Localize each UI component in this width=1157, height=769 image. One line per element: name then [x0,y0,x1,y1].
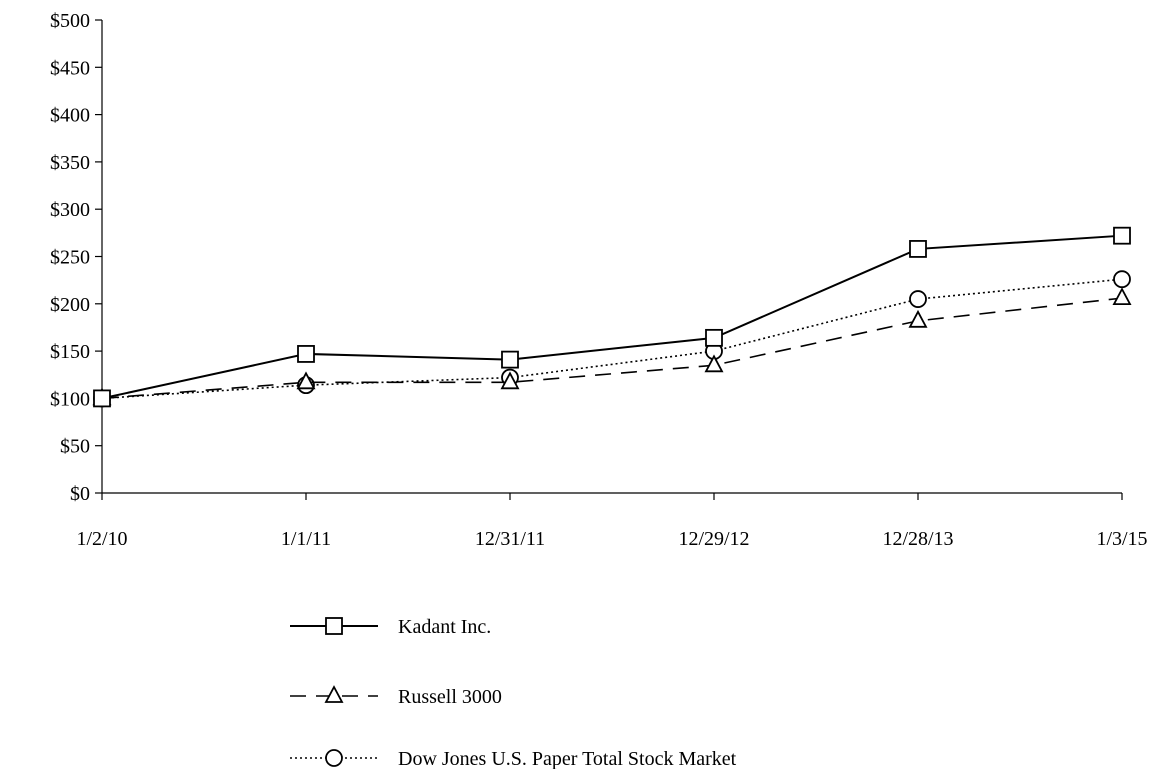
series-square [93,226,1131,408]
y-tick-label: $150 [50,341,90,363]
y-tick-label: $200 [50,294,90,316]
y-tick-label: $100 [50,388,90,410]
data-point-square [705,328,723,347]
series-layer [92,226,1132,408]
x-tick-label: 12/28/13 [882,528,953,550]
y-tick-label: $350 [50,152,90,174]
data-point-triangle [500,371,520,390]
legend-label: Kadant Inc. [398,616,491,638]
x-tick-label: 1/1/11 [281,528,331,550]
legend-label: Dow Jones U.S. Paper Total Stock Market [398,748,737,769]
legend-label: Russell 3000 [398,686,502,708]
data-point-triangle [1112,287,1132,306]
x-tick-label: 12/31/11 [475,528,545,550]
data-point-triangle [296,371,316,390]
legend-entry: Russell 3000 [290,685,502,708]
data-point-square [909,240,927,258]
y-tick-label: $0 [70,483,90,505]
legend-marker-square [325,617,343,635]
data-point-triangle [704,354,724,373]
series-line [101,297,1123,400]
axes [101,20,1122,494]
y-tick-label: $400 [50,105,90,127]
y-tick-label: $50 [60,436,90,458]
series-line [101,234,1123,400]
x-ticks: 1/2/10 1/1/11 12/31/11 12/29/12 12/28/13 1/3/… [76,493,1148,550]
x-tick-label: 1/3/15 [1096,528,1147,550]
legend: Kadant Inc. Russell 3000 Dow Jones U.S. Pa… [290,616,737,769]
data-point-square [1113,226,1131,245]
data-point-square [501,350,519,369]
y-tick-label: $250 [50,247,90,269]
data-point-triangle [908,309,928,328]
y-ticks: $0 $50 $100 $150 $200 $250 $300 $350 $400 $450 $50… [50,10,102,505]
y-tick-label: $450 [50,57,90,79]
x-tick-label: 12/29/12 [678,528,749,550]
data-point-square [297,345,315,363]
x-tick-label: 1/2/10 [76,528,127,550]
legend-marker-triangle [324,685,344,703]
y-tick-label: $300 [50,199,90,221]
series-line [101,278,1123,400]
data-point-square [93,389,111,408]
legend-marker-circle [325,749,343,767]
data-point-circle [1113,270,1131,289]
legend-entry: Dow Jones U.S. Paper Total Stock Market [290,748,737,769]
y-tick-label: $500 [50,10,90,32]
legend-entry: Kadant Inc. [290,616,491,638]
series-circle [93,270,1131,408]
series-triangle [92,287,1132,406]
data-point-circle [909,290,927,308]
